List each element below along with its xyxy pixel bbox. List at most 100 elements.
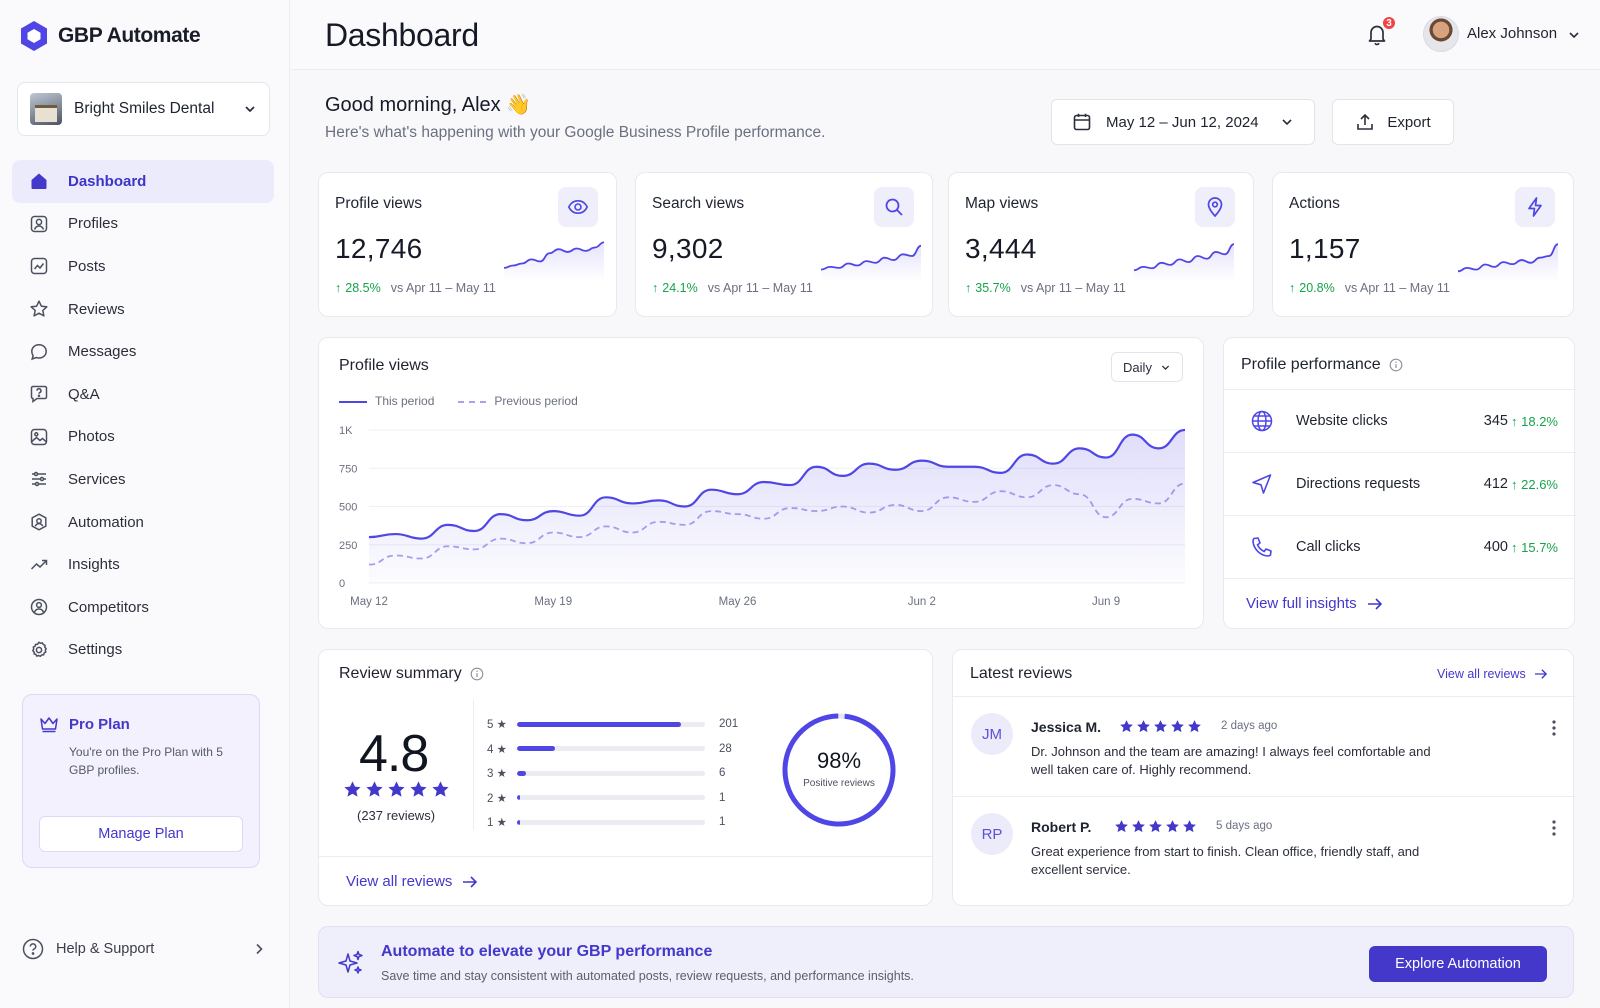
granularity-select[interactable]: Daily xyxy=(1111,352,1183,382)
sidebar-item-posts[interactable]: Posts xyxy=(12,245,274,288)
chevron-down-icon[interactable] xyxy=(1567,28,1581,42)
banner-subtitle: Save time and stay consistent with autom… xyxy=(381,969,914,983)
performance-label: Website clicks xyxy=(1296,413,1388,429)
stat-card-profile-views: Profile views 12,746 ↑ 28.5% vs Apr 11 – M… xyxy=(318,172,617,317)
star-icon xyxy=(1166,820,1179,833)
profile-icon xyxy=(28,213,50,235)
view-all-reviews-link[interactable]: View all reviews xyxy=(1437,667,1548,681)
search-icon xyxy=(874,187,914,227)
sparkline xyxy=(821,244,921,281)
stat-value: 1,157 xyxy=(1289,233,1361,264)
stat-value: 3,444 xyxy=(965,233,1037,264)
arrow-right-icon xyxy=(1534,669,1547,679)
rating-bar-track xyxy=(517,746,705,752)
performance-row-website[interactable]: Website clicks 345 ↑ 18.2% xyxy=(1224,389,1576,452)
top-bar: Dashboard 3 Alex Johnson xyxy=(291,0,1600,70)
manage-plan-button[interactable]: Manage Plan xyxy=(39,816,243,852)
sidebar-item-photos[interactable]: Photos xyxy=(12,416,274,459)
performance-row-directions[interactable]: Directions requests 412 ↑ 22.6% xyxy=(1224,452,1576,515)
latest-reviews-card: Latest reviews View all reviews JM Jessi… xyxy=(952,649,1575,906)
stat-value: 12,746 xyxy=(335,233,423,264)
sidebar-item-automation[interactable]: Automation xyxy=(12,501,274,544)
stat-card-actions: Actions 1,157 ↑ 20.8% vs Apr 11 – May 11 xyxy=(1272,172,1574,317)
reviewer-avatar: RP xyxy=(971,813,1013,855)
rating-bar-row: 3 ★ 6 xyxy=(487,761,738,786)
x-tick-label: Jun 2 xyxy=(908,596,936,608)
arrow-up-icon: ↑ xyxy=(335,281,342,295)
logo-icon xyxy=(20,20,48,52)
sparkles-icon xyxy=(337,949,365,977)
info-icon xyxy=(470,667,484,681)
avatar[interactable] xyxy=(1423,16,1459,52)
sidebar-item-label: Automation xyxy=(68,513,144,531)
sidebar-item-competitors[interactable]: Competitors xyxy=(12,586,274,629)
message-icon xyxy=(28,341,50,363)
greeting-title: Good morning, Alex 👋 xyxy=(325,94,532,116)
review-item[interactable]: RP Robert P. 5 days ago Great experience… xyxy=(953,796,1575,896)
chart-title: Profile views xyxy=(339,357,429,374)
more-vertical-icon[interactable] xyxy=(1551,819,1557,837)
stat-compare: vs Apr 11 – May 11 xyxy=(390,281,496,295)
explore-automation-button[interactable]: Explore Automation xyxy=(1369,946,1547,982)
star-icon xyxy=(1120,720,1133,733)
view-all-reviews-link[interactable]: View all reviews xyxy=(346,873,478,890)
rating-bar-fill xyxy=(517,721,681,727)
user-name[interactable]: Alex Johnson xyxy=(1467,25,1558,42)
sidebar-item-dashboard[interactable]: Dashboard xyxy=(12,160,274,203)
review-stars xyxy=(1114,819,1197,834)
performance-value: 412 xyxy=(1483,476,1508,492)
arrow-up-icon: ↑ xyxy=(1289,281,1296,295)
banner-title: Automate to elevate your GBP performance xyxy=(381,943,713,960)
bell-icon[interactable] xyxy=(1366,22,1388,46)
stat-delta: ↑ 28.5% vs Apr 11 – May 11 xyxy=(335,281,496,295)
reviewer-avatar: JM xyxy=(971,713,1013,755)
stat-label: Search views xyxy=(652,195,745,212)
sidebar-item-label: Services xyxy=(68,470,126,488)
rating-bar-track xyxy=(517,819,705,825)
brand[interactable]: GBP Automate xyxy=(20,20,201,52)
sparkline xyxy=(504,241,604,281)
photo-icon xyxy=(28,426,50,448)
review-item[interactable]: JM Jessica M. 2 days ago Dr. Johnson and… xyxy=(953,696,1575,796)
sidebar-item-messages[interactable]: Messages xyxy=(12,330,274,373)
legend-previous-period: Previous period xyxy=(458,394,578,408)
sidebar-item-label: Profiles xyxy=(68,215,119,233)
rating-bar-row: 1 ★ 1 xyxy=(487,810,738,835)
sidebar-item-profiles[interactable]: Profiles xyxy=(12,203,274,246)
star-icon xyxy=(410,781,427,797)
star-icon xyxy=(28,298,50,320)
sidebar-item-label: Reviews xyxy=(68,300,125,318)
more-vertical-icon[interactable] xyxy=(1551,719,1557,737)
date-range-picker[interactable]: May 12 – Jun 12, 2024 xyxy=(1051,99,1315,145)
performance-delta: ↑ 15.7% xyxy=(1511,539,1558,555)
rating-stars xyxy=(343,780,450,799)
bolt-icon xyxy=(1515,187,1555,227)
map-pin-icon xyxy=(1195,187,1235,227)
rating-bar-track xyxy=(517,770,705,776)
help-support-link[interactable]: Help & Support xyxy=(22,938,266,960)
performance-row-calls[interactable]: Call clicks 400 ↑ 15.7% xyxy=(1224,515,1576,578)
sidebar-item-insights[interactable]: Insights xyxy=(12,543,274,586)
performance-value: 345 xyxy=(1483,413,1508,429)
arrow-right-icon xyxy=(1367,597,1382,610)
review-date: 5 days ago xyxy=(1216,820,1273,832)
sparkline-line xyxy=(504,241,604,269)
export-button[interactable]: Export xyxy=(1332,99,1454,145)
help-icon xyxy=(22,938,44,960)
sidebar-item-qa[interactable]: Q&A xyxy=(12,373,274,416)
sidebar-item-settings[interactable]: Settings xyxy=(12,629,274,672)
greeting-subtitle: Here's what's happening with your Google… xyxy=(325,124,826,141)
business-selector[interactable]: Bright Smiles Dental xyxy=(17,82,270,136)
gear-icon xyxy=(28,639,50,661)
positive-reviews-ring xyxy=(782,713,896,827)
reviewer-name: Robert P. xyxy=(1031,819,1092,835)
view-full-insights-link[interactable]: View full insights xyxy=(1246,595,1383,612)
performance-label: Call clicks xyxy=(1296,539,1361,555)
chevron-down-icon xyxy=(243,102,257,116)
sidebar-item-services[interactable]: Services xyxy=(12,458,274,501)
stat-delta: ↑ 20.8% vs Apr 11 – May 11 xyxy=(1289,281,1450,295)
star-icon xyxy=(366,781,383,797)
home-icon xyxy=(28,170,50,192)
sidebar-item-reviews[interactable]: Reviews xyxy=(12,288,274,331)
x-tick-label: May 12 xyxy=(350,596,388,608)
